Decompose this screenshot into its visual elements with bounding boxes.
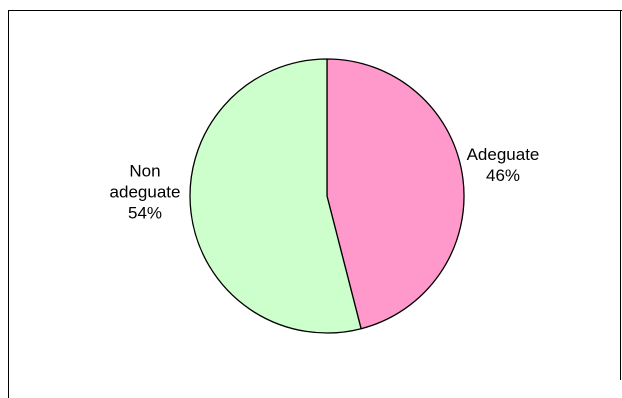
label-non-adeguate-line2: adeguate [110,182,181,201]
pie-labels: Adeguate 46% Non adeguate 54% [110,145,540,223]
slice-adeguate [326,58,465,330]
pie-slices [189,58,465,334]
slice-non-adeguate [189,58,362,334]
label-non-adeguate-percent: 54% [128,203,162,222]
label-adeguate-percent: 46% [486,166,520,185]
chart-frame-border [8,10,622,398]
label-non-adeguate-line1: Non [129,161,160,180]
label-adeguate-name: Adeguate [467,145,540,164]
